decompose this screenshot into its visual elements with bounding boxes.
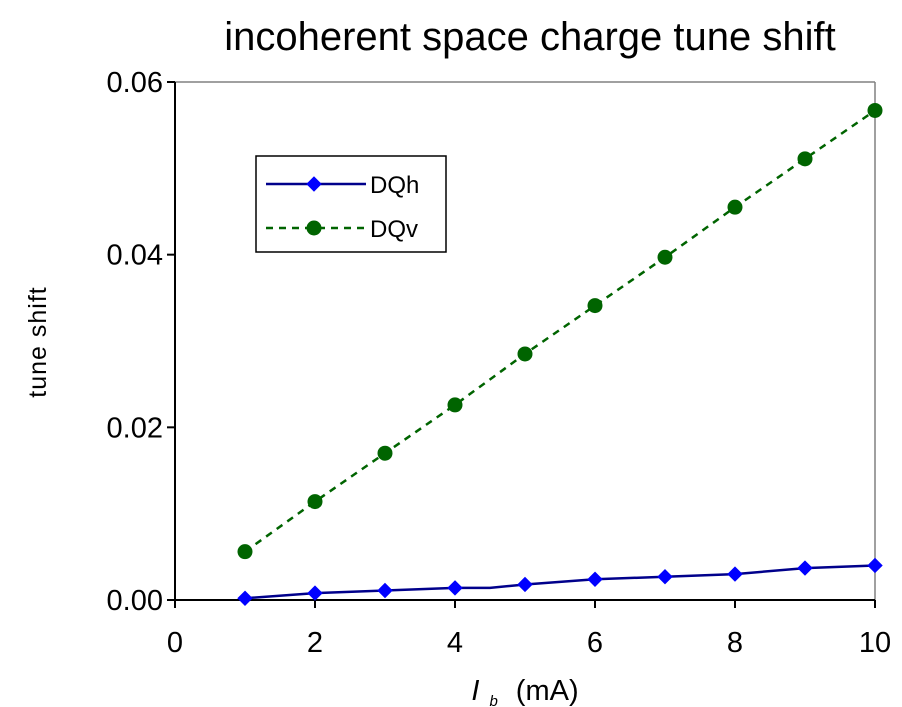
- x-axis-unit: (mA): [516, 675, 579, 707]
- data-point-DQv: [657, 249, 673, 265]
- data-point-DQv: [447, 397, 463, 413]
- x-tick-label: 2: [307, 627, 323, 659]
- series-DQv: [237, 102, 883, 560]
- data-point-DQh: [797, 560, 813, 576]
- x-tick-label: 4: [447, 627, 463, 659]
- data-point-DQh: [447, 580, 463, 596]
- data-point-DQh: [867, 557, 883, 574]
- data-point-DQv: [727, 199, 743, 215]
- legend-marker-DQh: [306, 176, 322, 192]
- data-point-DQh: [587, 571, 603, 587]
- x-axis-subscript: b: [489, 693, 497, 707]
- y-axis-label: tune shift: [24, 286, 52, 397]
- data-point-DQh: [657, 568, 673, 585]
- legend-label-DQv: DQv: [370, 216, 418, 243]
- x-tick-label: 10: [859, 627, 891, 659]
- data-point-DQv: [587, 298, 603, 314]
- plot-area: [175, 81, 876, 600]
- data-point-DQh: [307, 585, 323, 601]
- x-tick-label: 0: [167, 627, 183, 659]
- legend-box: [255, 155, 447, 253]
- x-axis-symbol: I: [471, 675, 479, 707]
- legend: DQh DQv: [255, 155, 447, 253]
- legend-marker-DQv: [306, 220, 322, 236]
- data-point-DQh: [517, 576, 533, 593]
- series-layer: [237, 102, 883, 606]
- axes: 0.00 0.02 0.04 0.06 0 2 4 6 8 10: [107, 67, 892, 659]
- series-line-DQh: [244, 564, 876, 600]
- data-point-DQv: [237, 544, 253, 560]
- series-line-DQv: [244, 109, 876, 553]
- data-point-DQv: [797, 151, 813, 167]
- legend-label-DQh: DQh: [370, 172, 419, 199]
- data-point-DQv: [307, 494, 323, 510]
- data-point-DQv: [517, 346, 533, 362]
- y-tick-label: 0.06: [107, 67, 163, 99]
- y-tick-label: 0.00: [107, 585, 163, 617]
- y-tick-label: 0.02: [107, 412, 163, 444]
- y-tick-label: 0.04: [107, 240, 163, 272]
- x-tick-label: 8: [727, 627, 743, 659]
- data-point-DQh: [237, 590, 253, 606]
- data-point-DQv: [377, 445, 393, 461]
- data-point-DQv: [867, 102, 883, 118]
- data-point-DQh: [377, 582, 393, 599]
- x-tick-label: 6: [587, 627, 603, 659]
- series-DQh: [237, 557, 883, 606]
- data-point-DQh: [727, 566, 743, 582]
- chart-title: incoherent space charge tune shift: [224, 15, 836, 59]
